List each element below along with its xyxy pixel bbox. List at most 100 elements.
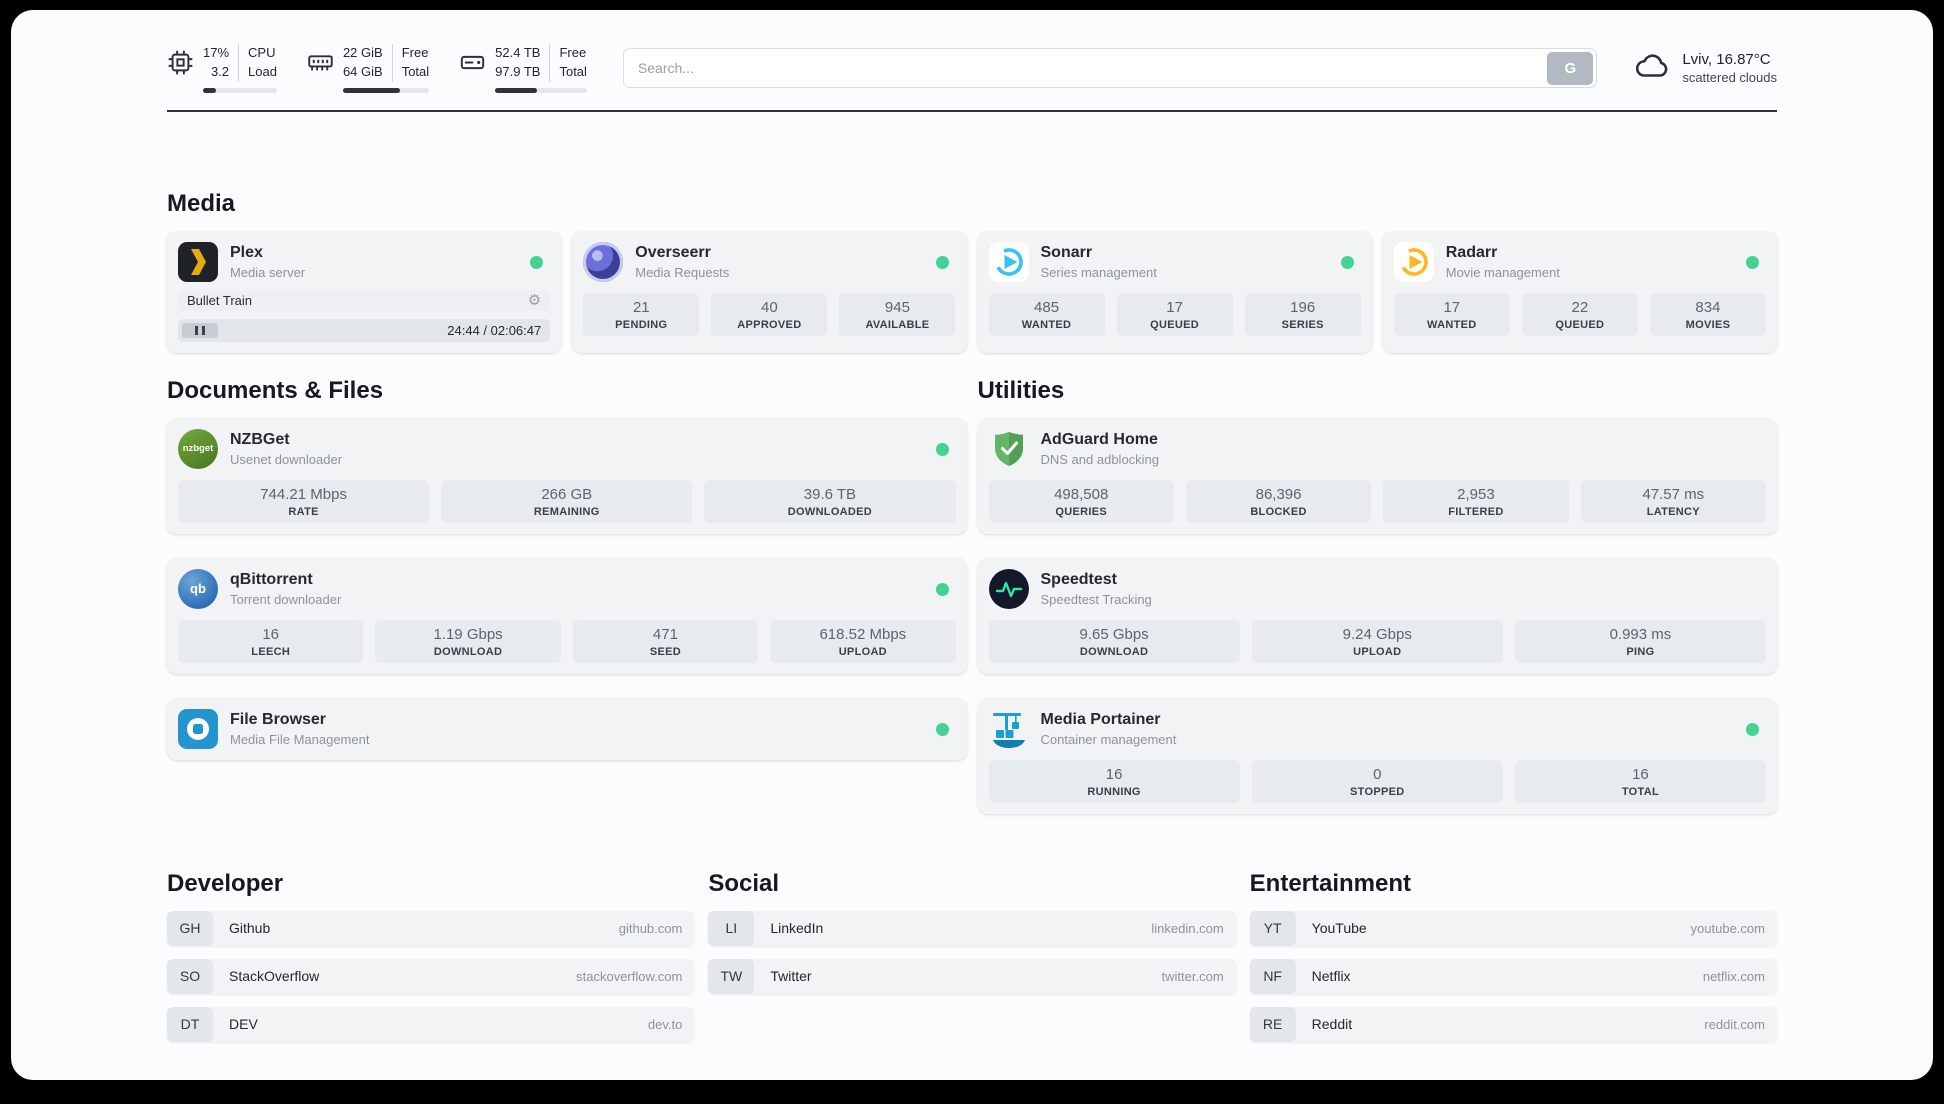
bookmark-url: linkedin.com [1151,920,1224,936]
stat-value: 945 [884,298,910,316]
bookmark-abbr: TW [708,958,755,994]
bookmark-twitter[interactable]: TW Twitter twitter.com [708,958,1236,994]
stat-label: WANTED [1021,318,1072,331]
bookmark-name: YouTube [1311,920,1367,937]
stat-box: 945 AVAILABLE [839,292,956,336]
utilities-section: Utilities AdGuard Home DNS and adblockin… [977,377,1777,814]
app-name: Speedtest [1040,570,1117,588]
playback-seek-bar[interactable]: 24:44 / 02:06:47 [178,318,551,342]
now-playing-row: Bullet Train ⚙ [178,289,551,311]
stat-box: 618.52 Mbps UPLOAD [770,619,956,663]
sonarr-icon [988,241,1029,282]
pause-button[interactable] [182,322,218,338]
stat-value: 17 [1166,298,1183,316]
filebrowser-icon [178,708,218,749]
stat-box: 498,508 QUERIES [988,479,1174,523]
playback-time: 24:44 / 02:06:47 [447,322,542,338]
app-name: Sonarr [1040,243,1093,261]
disk-labels: Free Total [549,44,587,82]
stat-box: 485 WANTED [988,292,1105,336]
stat-label: DOWNLOAD [1079,645,1149,658]
weather-location: Lviv, 16.87°C [1682,51,1771,69]
dashboard-page: 17% 3.2 CPU Load [11,10,1933,1080]
stat-label: STOPPED [1350,785,1405,798]
app-card-plex[interactable]: Plex Media server Bullet Train ⚙ 24:44 /… [167,230,562,353]
bookmark-group-social: Social LI LinkedIn linkedin.com TW Twitt… [708,870,1236,1007]
stat-label: AVAILABLE [865,318,930,331]
overseerr-icon [583,241,624,282]
bookmark-url: youtube.com [1690,920,1765,936]
bookmark-abbr: YT [1249,910,1296,946]
search-engine-button[interactable]: G [1547,51,1594,85]
bookmark-abbr: DT [167,1006,213,1042]
app-card-overseerr[interactable]: Overseerr Media Requests 21 PENDING 40 A… [572,230,967,353]
stat-label: SERIES [1281,318,1324,331]
stat-label: DOWNLOAD [433,645,503,658]
app-subtitle: Torrent downloader [230,591,342,607]
app-name: Overseerr [635,243,711,261]
stat-value: 16 [1105,765,1123,783]
app-subtitle: Speedtest Tracking [1040,591,1152,607]
now-playing-title: Bullet Train [187,292,253,308]
bookmark-group-title: Developer [167,869,284,897]
stat-label: TOTAL [1621,785,1659,798]
bookmark-url: dev.to [647,1016,683,1032]
app-card-speedtest[interactable]: Speedtest Speedtest Tracking 9.65 Gbps D… [977,557,1777,674]
stat-box: 1.19 Gbps DOWNLOAD [375,619,561,663]
stat-value: 0 [1373,765,1382,783]
stat-label: REMAINING [533,505,600,518]
status-online-dot [1746,722,1759,736]
bookmark-group-developer: Developer GH Github github.com SO StackO… [167,869,695,1055]
nzbget-icon: nzbget [178,428,218,469]
bookmark-netflix[interactable]: NF Netflix netflix.com [1249,958,1777,994]
stat-label: RATE [288,505,319,518]
stat-box: 0 STOPPED [1251,759,1503,803]
app-subtitle: Series management [1040,264,1157,280]
app-card-filebrowser[interactable]: File Browser Media File Management [167,697,967,760]
settings-gear-icon[interactable]: ⚙ [527,291,542,309]
app-subtitle: DNS and adblocking [1040,451,1160,467]
app-subtitle: Usenet downloader [230,451,343,467]
bookmark-youtube[interactable]: YT YouTube youtube.com [1249,910,1777,946]
stat-label: SEED [649,645,682,658]
bookmark-group-title: Entertainment [1249,869,1412,897]
cpu-values: 17% 3.2 [203,45,230,79]
bookmark-dev[interactable]: DT DEV dev.to [167,1006,695,1042]
app-subtitle: Media Requests [635,264,730,280]
bookmark-linkedin[interactable]: LI LinkedIn linkedin.com [708,910,1236,946]
stat-box: 9.65 Gbps DOWNLOAD [988,619,1240,663]
app-name: Plex [230,243,263,261]
status-online-dot [935,255,949,269]
app-name: File Browser [230,710,327,728]
stat-value: 266 GB [541,485,593,503]
stat-value: 9.24 Gbps [1342,625,1412,643]
stat-box: 196 SERIES [1244,292,1361,336]
stat-value: 16 [262,625,280,643]
bookmark-url: twitter.com [1161,968,1224,984]
stat-box: 834 MOVIES [1649,292,1766,336]
disk-progress-bar [495,87,587,93]
bookmark-github[interactable]: GH Github github.com [167,910,695,946]
bookmark-name: Github [229,920,271,937]
app-card-portainer[interactable]: Media Portainer Container management 16 … [977,697,1777,814]
search-box[interactable]: G [622,48,1598,89]
bookmark-stackoverflow[interactable]: SO StackOverflow stackoverflow.com [167,958,695,994]
bookmark-reddit[interactable]: RE Reddit reddit.com [1249,1006,1777,1042]
app-card-adguard[interactable]: AdGuard Home DNS and adblocking 498,508 … [977,417,1777,534]
stat-label: LATENCY [1646,505,1700,518]
app-card-radarr[interactable]: Radarr Movie management 17 WANTED 22 QUE… [1382,230,1777,353]
app-subtitle: Movie management [1445,264,1560,280]
bookmark-group-entertainment: Entertainment YT YouTube youtube.com NF … [1249,869,1777,1055]
speedtest-gauge-icon [988,568,1029,609]
stat-box: 16 TOTAL [1514,759,1767,803]
search-input[interactable] [637,60,1548,77]
app-card-sonarr[interactable]: Sonarr Series management 485 WANTED 17 Q… [977,230,1372,353]
cpu-labels: CPU Load [238,44,277,82]
stat-label: QUEUED [1555,318,1605,331]
bookmark-name: StackOverflow [229,968,320,985]
app-subtitle: Media server [230,264,306,280]
app-card-qbittorrent[interactable]: qb qBittorrent Torrent downloader 16 LEE… [167,557,967,674]
app-card-nzbget[interactable]: nzbget NZBGet Usenet downloader 744.21 M… [167,417,967,534]
cloud-icon [1633,47,1671,90]
weather-widget: Lviv, 16.87°C scattered clouds [1633,47,1777,90]
